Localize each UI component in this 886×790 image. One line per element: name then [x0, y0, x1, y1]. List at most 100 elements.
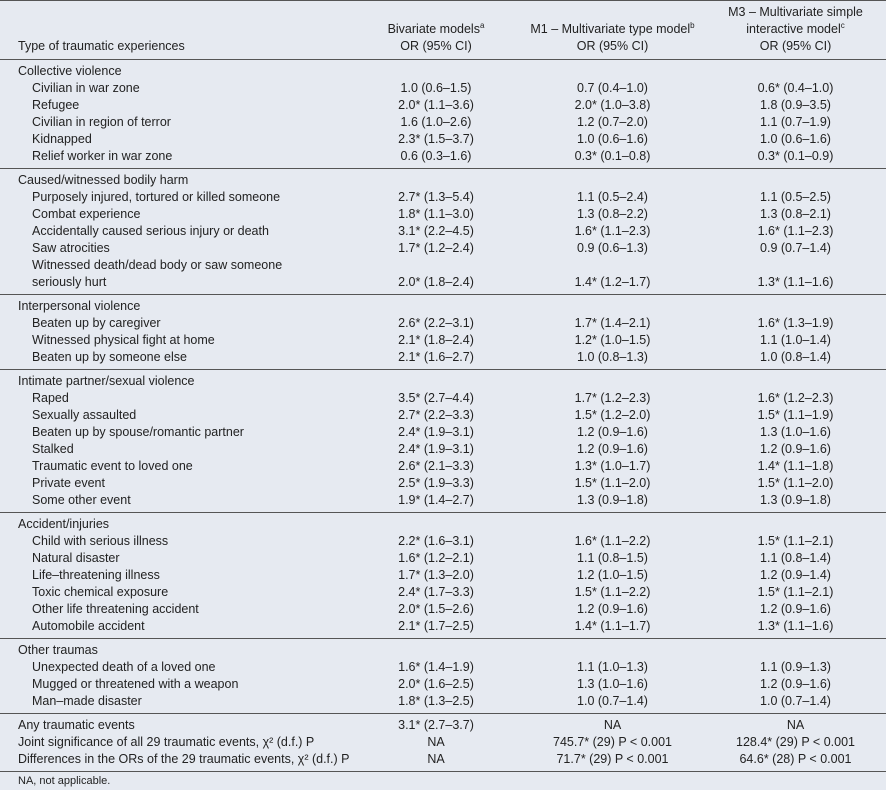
group-title: Intimate partner/sexual violence [18, 374, 195, 388]
results-table: Type of traumatic experiences Bivariate m… [0, 0, 886, 772]
cell: 1.6* (1.2–2.1) [398, 551, 474, 565]
column-title: interactive modelc [705, 21, 886, 38]
row-label: Life–threatening illness [0, 567, 352, 584]
row-label-line: Beaten up by someone else [32, 350, 187, 364]
column-title-text: interactive model [746, 22, 841, 36]
cell: 1.5* (1.1–2.2) [574, 585, 651, 599]
cell: 2.4* (1.9–3.1) [398, 425, 474, 439]
row-label: Any traumatic events [0, 714, 352, 735]
column-note: c [840, 20, 845, 30]
row-label: Private event [0, 475, 352, 492]
row-label-line: Child with serious illness [32, 534, 169, 548]
group: Collective violence Civilian in war zone 1… [0, 60, 886, 169]
row-label: Sexually assaulted [0, 407, 352, 424]
cell: 1.0 (0.7–1.4) [760, 694, 831, 708]
row-label-line: Natural disaster [32, 551, 120, 565]
cell: 1.0 (0.6–1.5) [400, 81, 472, 95]
cell: 1.4* (1.1–1.7) [574, 619, 651, 633]
cell: 1.3 (0.9–1.8) [577, 493, 648, 507]
group: Interpersonal violence Beaten up by careg… [0, 295, 886, 370]
data-row: Private event 2.5* (1.9–3.3) 1.5* (1.1–2.0… [0, 475, 886, 492]
group-title-row: Intimate partner/sexual violence [0, 370, 886, 391]
column-header: M3 – Multivariate simple interactive mode… [705, 1, 886, 60]
row-label: Relief worker in war zone [0, 148, 352, 169]
cell: 1.7* (1.2–2.3) [574, 391, 651, 405]
group-title: Collective violence [18, 64, 122, 78]
cell: 1.1 (1.0–1.4) [760, 333, 831, 347]
cell: 2.5* (1.9–3.3) [398, 476, 474, 490]
data-row: Witnessed physical fight at home 2.1* (1.… [0, 332, 886, 349]
data-row: Life–threatening illness 1.7* (1.3–2.0) 1.… [0, 567, 886, 584]
cell: 1.2 (0.9–1.6) [577, 442, 648, 456]
cell: 1.3 (0.8–2.2) [577, 207, 648, 221]
cell: 1.3 (1.0–1.6) [577, 677, 648, 691]
group: Other traumas Unexpected death of a loved… [0, 639, 886, 714]
cell: 1.2 (0.9–1.6) [760, 602, 831, 616]
cell: 1.4* (1.2–1.7) [574, 275, 651, 289]
cell: 2.3* (1.5–3.7) [398, 132, 474, 146]
cell: 1.1 (0.8–1.5) [577, 551, 648, 565]
cell: 1.2 (0.9–1.6) [577, 425, 648, 439]
cell: 1.0 (0.6–1.6) [577, 132, 648, 146]
cell: 1.1 (0.5–2.5) [760, 190, 831, 204]
header-row: Type of traumatic experiences Bivariate m… [0, 0, 886, 60]
cell: 3.1* (2.7–3.7) [398, 718, 474, 732]
cell: 2.0* (1.8–2.4) [398, 275, 474, 289]
row-label: Unexpected death of a loved one [0, 659, 352, 676]
cell: 1.6* (1.2–2.3) [757, 391, 834, 405]
row-label: Child with serious illness [0, 533, 352, 550]
table-header: Type of traumatic experiences Bivariate m… [0, 0, 886, 60]
cell: 1.7* (1.4–2.1) [574, 316, 651, 330]
cell: 2.0* (1.1–3.6) [398, 98, 474, 112]
row-label-line: Toxic chemical exposure [32, 585, 169, 599]
row-label-line: Traumatic event to loved one [32, 459, 193, 473]
column-note: a [479, 20, 485, 30]
data-row: Man–made disaster 1.8* (1.3–2.5) 1.0 (0.7–… [0, 693, 886, 714]
cell: 0.9 (0.6–1.3) [577, 241, 648, 255]
cell: 1.1 (0.7–1.9) [760, 115, 831, 129]
cell: 2.0* (1.0–3.8) [574, 98, 651, 112]
cell: 0.6 (0.3–1.6) [400, 149, 472, 163]
row-label-line: Joint significance of all 29 traumatic e… [18, 735, 315, 749]
cell: NA [786, 718, 805, 732]
cell: 1.0 (0.8–1.3) [577, 350, 648, 364]
row-label: Civilian in region of terror [0, 114, 352, 131]
row-label: Stalked [0, 441, 352, 458]
cell: 1.5* (1.1–1.9) [757, 408, 834, 422]
row-label: Mugged or threatened with a weapon [0, 676, 352, 693]
group-title: Accident/injuries [18, 517, 110, 531]
cell: 2.4* (1.7–3.3) [398, 585, 474, 599]
cell: 2.0* (1.6–2.5) [398, 677, 474, 691]
row-label-line: Saw atrocities [32, 241, 110, 255]
group: Caused/witnessed bodily harm Purposely in… [0, 169, 886, 295]
cell: 2.4* (1.9–3.1) [398, 442, 474, 456]
row-label-line: Some other event [32, 493, 131, 507]
row-label-line: Kidnapped [32, 132, 92, 146]
cell: 1.3 (0.9–1.8) [760, 493, 831, 507]
row-label: Man–made disaster [0, 693, 352, 714]
row-label: Beaten up by caregiver [0, 315, 352, 332]
cell: 3.5* (2.7–4.4) [398, 391, 474, 405]
column-header: Bivariate modelsa OR (95% CI) [352, 1, 520, 60]
data-row: Kidnapped 2.3* (1.5–3.7) 1.0 (0.6–1.6) 1.0 … [0, 131, 886, 148]
cell: 2.7* (1.3–5.4) [398, 190, 474, 204]
row-label: Civilian in war zone [0, 80, 352, 97]
row-label-line: Civilian in region of terror [32, 115, 171, 129]
cell: 1.9* (1.4–2.7) [398, 493, 474, 507]
row-label: Differences in the ORs of the 29 traumat… [0, 751, 352, 772]
cell: 1.1 (0.9–1.3) [760, 660, 831, 674]
row-label: Toxic chemical exposure [0, 584, 352, 601]
row-label-line: Differences in the ORs of the 29 traumat… [18, 752, 350, 766]
data-row: Refugee 2.0* (1.1–3.6) 2.0* (1.0–3.8) 1.8 (… [0, 97, 886, 114]
cell: 1.6* (1.4–1.9) [398, 660, 474, 674]
group-title: Caused/witnessed bodily harm [18, 173, 189, 187]
data-row: Accidentally caused serious injury or de… [0, 223, 886, 240]
cell: 1.0 (0.6–1.6) [760, 132, 831, 146]
cell: 1.6* (1.1–2.3) [574, 224, 651, 238]
column-subtitle: OR (95% CI) [400, 39, 472, 53]
cell: 2.2* (1.6–3.1) [398, 534, 474, 548]
row-label: Kidnapped [0, 131, 352, 148]
column-header: M1 – Multivariate type modelb OR (95% CI) [520, 1, 705, 60]
data-row: Civilian in region of terror 1.6 (1.0–2.6… [0, 114, 886, 131]
